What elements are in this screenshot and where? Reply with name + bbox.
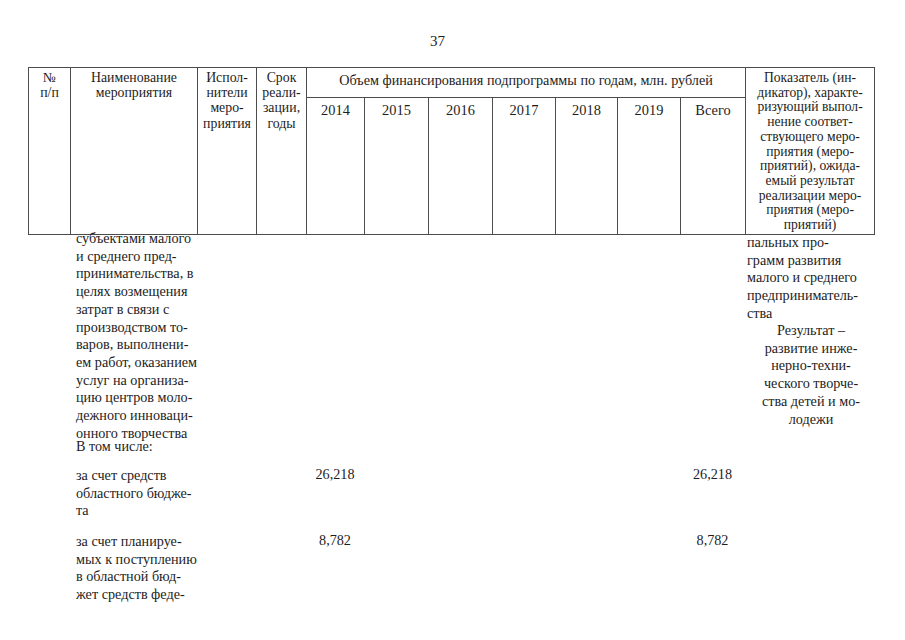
col-header-financing-title: Объем финансирования подпрограммы по год… <box>307 68 746 98</box>
regional-budget-row-label: за счет средств областного бюдже- та <box>76 467 200 520</box>
indicator-expected-result: Результат – развитие инже- нерно-техни- … <box>749 322 873 428</box>
col-header-year-total: Всего <box>681 98 746 235</box>
financing-table-header: № п/п Наименование мероприятия Испол- ни… <box>28 67 875 235</box>
col-header-year-2018: 2018 <box>556 98 618 235</box>
col-header-year-2017: 2017 <box>493 98 556 235</box>
activity-description-continuation: субъектами малого и среднего пред- прини… <box>76 230 198 442</box>
col-header-activity-name: Наименование мероприятия <box>71 68 198 235</box>
col-header-executors: Испол- нители меро- приятия <box>198 68 257 235</box>
federal-budget-total-value: 8,782 <box>680 532 745 549</box>
col-header-num: № п/п <box>29 68 71 235</box>
indicator-description-continuation: пальных про- грамм развития малого и сре… <box>747 234 875 323</box>
col-header-indicator: Показатель (ин- дикатор), характе- ризую… <box>746 68 875 235</box>
col-header-year-2016: 2016 <box>429 98 493 235</box>
col-header-term: Срок реали- зации, годы <box>257 68 307 235</box>
regional-budget-2014-value: 26,218 <box>306 466 364 483</box>
col-header-year-2015: 2015 <box>365 98 429 235</box>
col-header-year-2019: 2019 <box>618 98 681 235</box>
federal-budget-row-label: за счет планируе- мых к поступлению в об… <box>76 533 202 604</box>
page-number: 37 <box>410 33 465 50</box>
regional-budget-total-value: 26,218 <box>680 466 745 483</box>
col-header-year-2014: 2014 <box>307 98 365 235</box>
including-label: В том числе: <box>76 438 198 456</box>
document-page: 37 № п/п Наименование мероприятия Испол-… <box>0 0 905 640</box>
federal-budget-2014-value: 8,782 <box>306 532 364 549</box>
